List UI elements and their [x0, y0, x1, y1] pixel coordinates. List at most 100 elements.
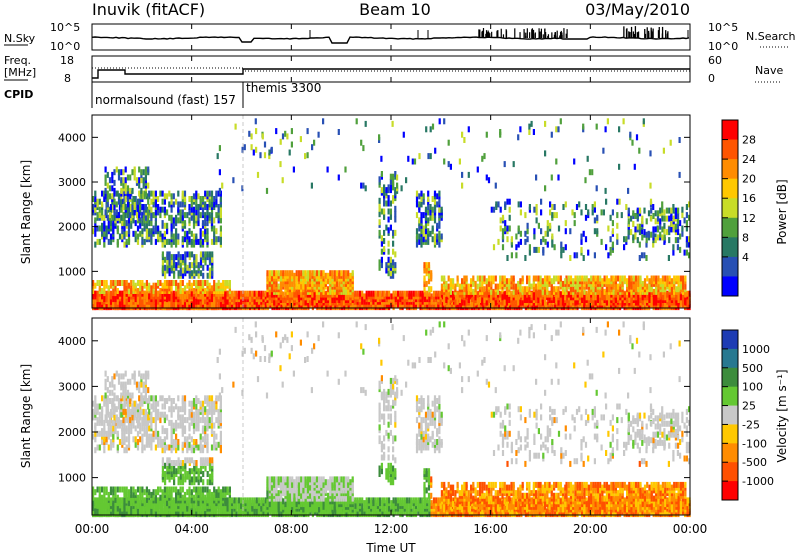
power-cell — [270, 286, 274, 293]
power-cell — [154, 288, 157, 294]
power-cell — [656, 215, 660, 222]
power-cell — [447, 299, 450, 306]
power-cell — [652, 226, 655, 233]
power-cell — [331, 270, 334, 277]
power-cell — [202, 251, 205, 258]
power-cell — [515, 252, 518, 259]
power-cell — [517, 225, 520, 232]
power-cell — [123, 296, 126, 303]
power-cell — [173, 254, 176, 261]
power-cell — [322, 270, 325, 277]
power-cell — [385, 262, 388, 269]
power-cell — [454, 283, 457, 290]
power-cell — [279, 138, 282, 145]
power-cell — [199, 228, 202, 235]
power-cell — [400, 185, 403, 192]
power-cell — [279, 270, 283, 277]
power-cell — [645, 218, 648, 225]
power-cell — [206, 264, 209, 271]
power-cell — [170, 193, 173, 200]
power-cell — [553, 297, 556, 303]
velocity-cell — [114, 497, 117, 504]
power-cell — [574, 290, 577, 297]
power-cell — [645, 231, 648, 238]
power-cell — [611, 241, 614, 248]
power-cell — [337, 129, 340, 135]
power-cell — [526, 275, 529, 282]
power-cell — [669, 139, 672, 146]
power-cell — [222, 280, 225, 286]
power-cell — [268, 270, 271, 277]
power-cell — [98, 238, 101, 245]
power-cell — [661, 206, 664, 213]
power-cell — [281, 133, 285, 140]
power-cell — [195, 270, 198, 277]
power-cell — [129, 212, 132, 219]
power-cell — [304, 291, 307, 298]
power-cell — [217, 204, 220, 210]
power-cell — [652, 288, 656, 295]
power-cell — [266, 270, 269, 277]
power-cell — [170, 198, 173, 205]
power-cell — [539, 275, 542, 282]
power-cell — [601, 288, 604, 295]
power-cell — [506, 198, 509, 205]
power-cell — [351, 270, 354, 277]
power-cell — [605, 286, 608, 293]
power-cell — [181, 236, 184, 243]
power-cell — [208, 282, 211, 289]
power-cell — [192, 217, 196, 224]
power-cell — [487, 275, 491, 282]
power-cell — [508, 214, 511, 221]
power-cell — [166, 280, 169, 286]
power-cell — [154, 198, 157, 205]
power-cell — [104, 209, 107, 216]
power-cell — [418, 225, 421, 232]
power-cell — [490, 275, 493, 282]
power-cell — [170, 241, 173, 248]
power-cell — [564, 278, 567, 285]
power-cell — [661, 275, 664, 282]
power-cell — [580, 246, 583, 253]
power-cell — [96, 296, 99, 303]
power-cell — [449, 278, 452, 285]
power-cell — [636, 237, 639, 244]
power-cell — [208, 190, 211, 197]
power-cell — [674, 207, 677, 214]
power-cell — [313, 291, 316, 298]
power-cell — [114, 296, 117, 303]
power-cell — [130, 280, 133, 286]
power-cell — [94, 290, 97, 297]
power-cell — [394, 205, 397, 212]
power-cell — [270, 291, 274, 298]
power-cell — [148, 190, 151, 197]
power-cell — [635, 134, 639, 141]
power-cell — [284, 283, 287, 290]
power-cell — [544, 288, 547, 295]
power-cell — [423, 275, 426, 282]
power-cell — [168, 251, 171, 258]
power-cell — [427, 153, 430, 160]
power-cell — [677, 229, 680, 236]
power-cell — [600, 238, 603, 245]
power-cell — [591, 169, 594, 176]
power-cell — [383, 189, 386, 196]
power-cell — [432, 290, 436, 297]
power-cell — [528, 297, 531, 303]
power-cell — [161, 298, 164, 305]
power-cell — [407, 155, 410, 162]
power-cell — [590, 275, 593, 282]
power-cell — [508, 198, 511, 205]
power-cell — [578, 275, 582, 282]
power-cell — [582, 255, 585, 261]
power-cell — [163, 206, 166, 213]
power-cell — [463, 275, 466, 282]
power-cb-tick-16: 16 — [742, 192, 756, 205]
power-cell — [166, 209, 169, 216]
power-cell — [654, 218, 657, 225]
power-cell — [235, 304, 238, 311]
power-cell — [672, 207, 675, 214]
power-cell — [428, 290, 431, 297]
power-panel: 1000 2000 3000 4000 Slant Range [km] 28 … — [19, 114, 789, 311]
power-cell — [638, 207, 642, 214]
